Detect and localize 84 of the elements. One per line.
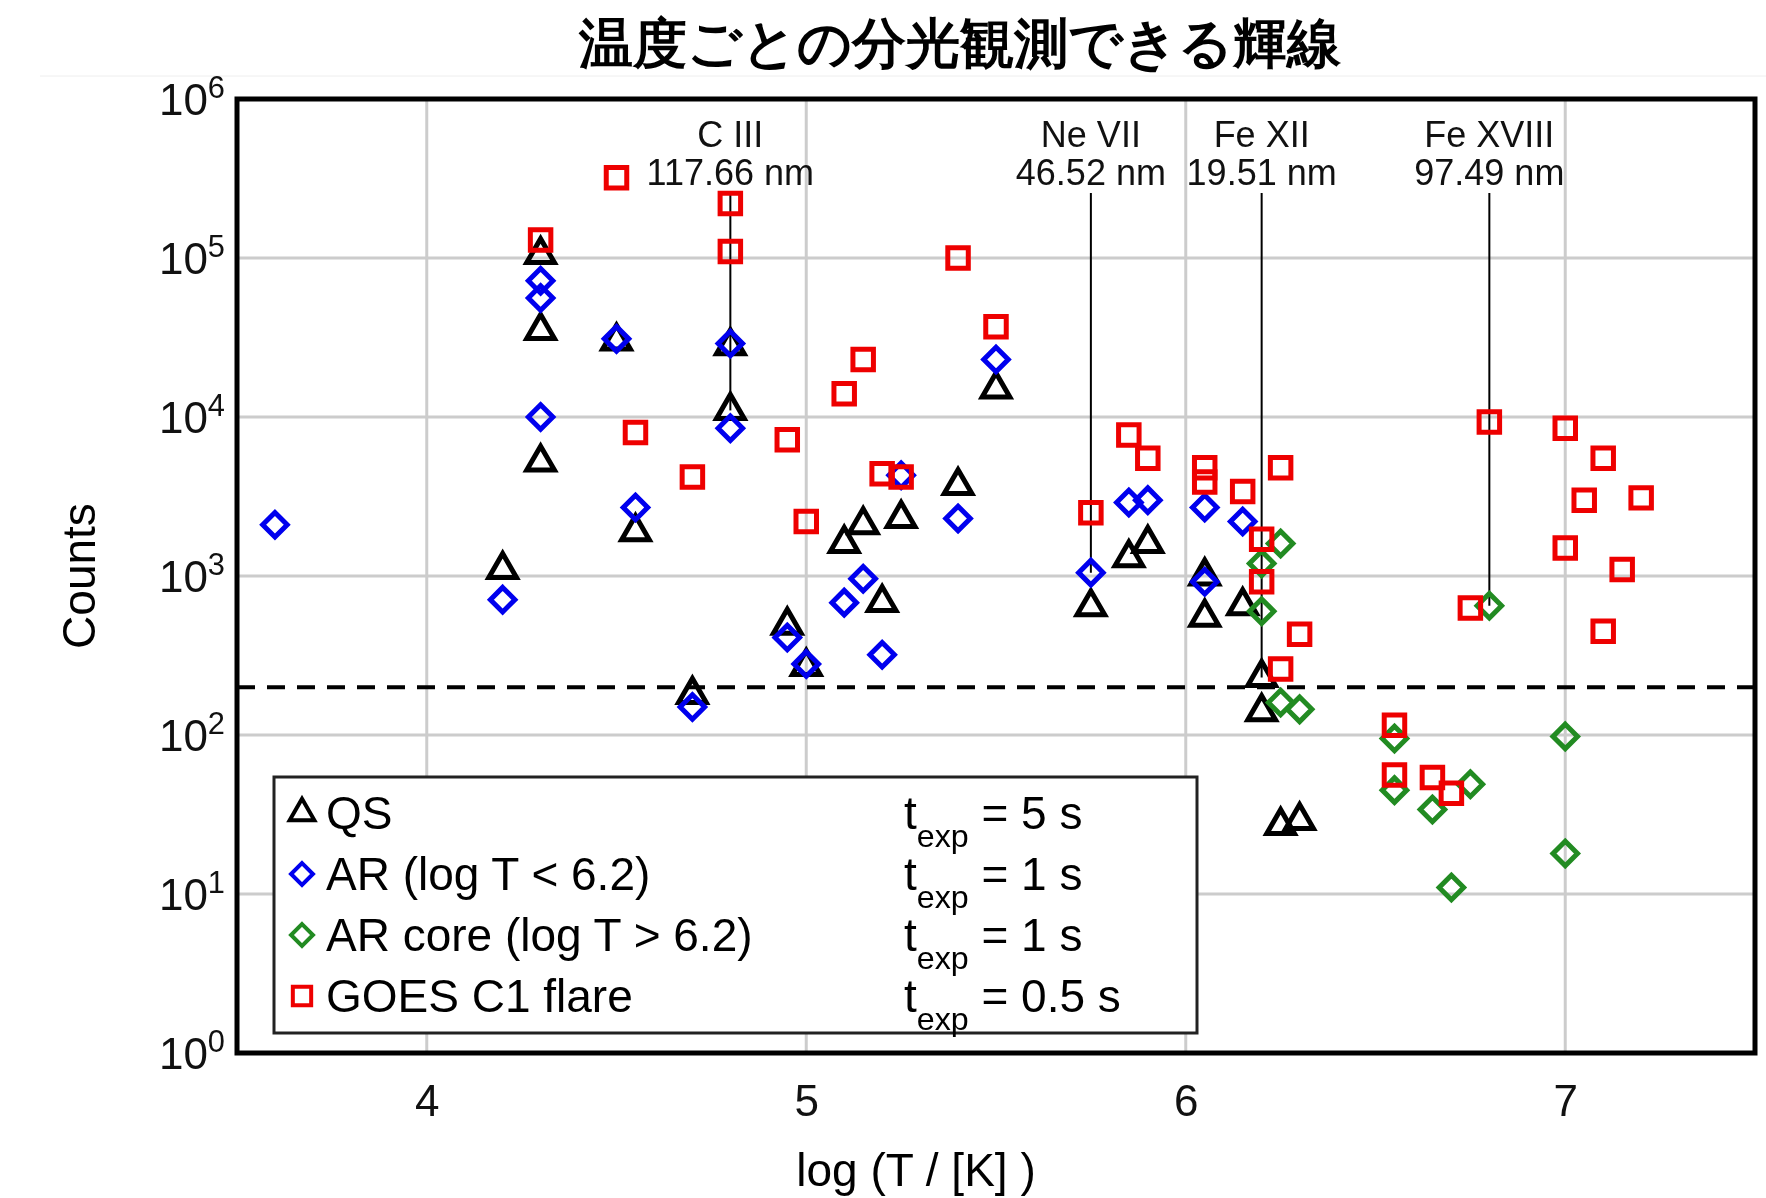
point — [1248, 526, 1275, 553]
point — [1550, 838, 1580, 869]
point — [1229, 478, 1256, 505]
annotation: C III 117.66 nm — [646, 114, 815, 193]
y-tick-label: 10$^{6}$ — [158, 69, 225, 124]
legend-label: AR core (log T > 6.2) — [326, 909, 753, 962]
point — [679, 464, 706, 490]
point — [525, 283, 556, 313]
point — [774, 426, 801, 453]
point — [1438, 780, 1465, 807]
chart-title: 温度ごとの分光観測できる輝線 — [578, 12, 1342, 75]
point — [850, 346, 876, 373]
point — [622, 419, 649, 446]
point — [867, 639, 897, 670]
point — [715, 413, 746, 443]
point — [260, 510, 290, 540]
y-tick-label: 10$^{2}$ — [158, 705, 225, 760]
x-tick-label: 7 — [1553, 1076, 1578, 1126]
legend-label: GOES C1 flare — [326, 970, 633, 1023]
point — [1284, 694, 1315, 725]
y-tick-label: 10$^{4}$ — [158, 387, 225, 442]
point — [1189, 492, 1220, 523]
point — [717, 238, 744, 265]
point — [1191, 469, 1218, 495]
point — [487, 584, 518, 615]
x-tick-label: 5 — [794, 1076, 819, 1126]
x-tick-label: 6 — [1174, 1076, 1199, 1126]
annotation: t$_{exp}$ = 5 s — [904, 787, 1083, 855]
point — [943, 503, 973, 534]
point — [1133, 485, 1163, 515]
y-axis-title: Counts — [53, 503, 105, 649]
point — [829, 587, 859, 618]
x-axis-title: log (T / [K] ) — [796, 1144, 1036, 1196]
point — [983, 313, 1009, 340]
point — [1078, 499, 1104, 526]
point — [945, 245, 971, 271]
point — [1417, 794, 1448, 825]
point — [525, 402, 556, 432]
point — [1135, 445, 1161, 472]
point — [1116, 422, 1142, 448]
legend-label: AR (log T < 6.2) — [326, 848, 651, 901]
y-tick-label: 10$^{1}$ — [158, 864, 225, 919]
point — [981, 344, 1011, 375]
point — [620, 492, 651, 523]
point — [1286, 621, 1313, 648]
point — [1571, 487, 1597, 513]
point — [1628, 485, 1654, 511]
point — [1590, 445, 1616, 472]
point — [717, 190, 744, 217]
point — [1076, 557, 1106, 588]
y-tick-label: 10$^{5}$ — [158, 228, 225, 283]
point — [1590, 618, 1616, 644]
point — [1419, 764, 1446, 791]
point — [1248, 569, 1275, 595]
point — [1246, 596, 1277, 627]
point — [1191, 454, 1218, 481]
point — [1552, 535, 1578, 561]
point — [1550, 721, 1580, 752]
point — [1267, 656, 1294, 682]
annotation: Fe XII 19.51 nm — [1186, 114, 1337, 193]
point — [1609, 556, 1635, 583]
point — [1552, 415, 1578, 441]
point — [1265, 687, 1296, 718]
point — [677, 692, 708, 722]
point — [1476, 409, 1503, 435]
point — [1436, 872, 1467, 903]
y-tick-label: 10$^{3}$ — [158, 546, 225, 601]
point — [1457, 595, 1484, 621]
point — [772, 622, 803, 653]
annotation: Fe XVIII 97.49 nm — [1414, 114, 1565, 193]
point — [525, 265, 556, 296]
y-tick-label: 10$^{0}$ — [158, 1023, 225, 1078]
legend-label: QS — [326, 787, 393, 840]
point — [603, 164, 630, 191]
point — [793, 508, 819, 535]
x-tick-label: 4 — [415, 1076, 440, 1126]
point — [831, 381, 857, 407]
point — [848, 564, 878, 594]
point — [1381, 762, 1408, 788]
annotation: Ne VII 46.52 nm — [1015, 114, 1166, 193]
point — [1267, 454, 1294, 481]
point — [1114, 487, 1144, 518]
point — [1227, 506, 1258, 537]
point — [869, 460, 895, 487]
